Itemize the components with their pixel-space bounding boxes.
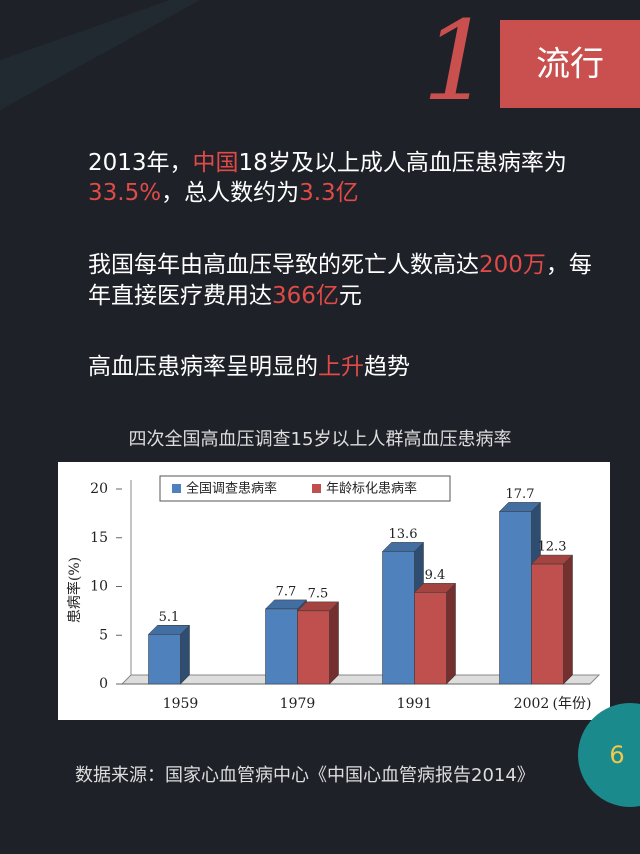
header-box (500, 20, 640, 108)
x-tick-label: 1979 (280, 696, 316, 712)
body-text: 年直接医疗费用达 (88, 283, 272, 309)
data-label: 5.1 (159, 610, 180, 625)
y-tick-label: 0 (99, 676, 108, 692)
source-note: 数据来源：国家心血管病中心《中国心血管病报告2014》 (75, 765, 535, 786)
highlight-text: 中国 (193, 150, 239, 176)
x-tick-label: 2002 (514, 696, 550, 712)
header-number: 1 (422, 0, 492, 125)
highlight-text: 366亿 (272, 283, 339, 309)
body-text: 2013年， (88, 150, 193, 176)
legend-swatch (312, 484, 321, 493)
bar (414, 592, 447, 685)
body-text: 趋势 (364, 354, 410, 380)
paragraph-line: 2013年，中国18岁及以上成人高血压患病率为 (88, 150, 567, 176)
data-label: 9.4 (425, 568, 446, 583)
header-label: 流行 (536, 45, 604, 85)
data-label: 7.5 (308, 586, 329, 601)
x-tick-label: 1959 (163, 696, 199, 712)
bar (148, 634, 181, 685)
body-text: ，每 (546, 252, 592, 278)
bar (265, 608, 298, 685)
highlight-text: 3.3亿 (299, 180, 359, 206)
legend-swatch (172, 484, 181, 493)
bar-side (329, 601, 339, 685)
body-text: 高血压患病率呈明显的 (88, 354, 318, 380)
paragraph-line: 年直接医疗费用达366亿元 (88, 283, 362, 309)
x-axis-label: (年份) (553, 696, 592, 712)
bar (499, 511, 532, 685)
y-tick-label: 15 (90, 530, 108, 546)
y-tick-label: 10 (90, 579, 108, 595)
y-tick-label: 5 (99, 627, 108, 643)
x-tick-label: 1991 (397, 696, 433, 712)
body-text: 元 (339, 283, 362, 309)
body-text: 18岁及以上成人高血压患病率为 (239, 150, 567, 176)
decor-stripe (0, 0, 200, 110)
bar-side (180, 624, 190, 685)
y-axis-label: 患病率(%) (66, 557, 83, 623)
bar (382, 551, 415, 685)
legend-label: 全国调查患病率 (186, 481, 277, 497)
data-label: 12.3 (538, 540, 567, 555)
bar (297, 610, 330, 685)
chart-title: 四次全国高血压调查15岁以上人群高血压患病率 (129, 429, 512, 450)
paragraph-line: 我国每年由高血压导致的死亡人数高达200万，每 (88, 252, 592, 278)
body-text: ，总人数约为 (161, 180, 299, 206)
body-text: 我国每年由高血压导致的死亡人数高达 (88, 252, 479, 278)
legend-box (159, 475, 451, 502)
data-label: 7.7 (276, 584, 297, 599)
highlight-text: 200万 (479, 252, 546, 278)
highlight-text: 33.5% (88, 180, 161, 206)
page-number-badge (578, 703, 640, 807)
bar (531, 563, 564, 685)
page-number: 6 (609, 741, 624, 769)
y-tick-label: 20 (90, 481, 108, 497)
bar-side (563, 554, 573, 685)
bar-side (446, 582, 456, 685)
highlight-text: 上升 (318, 354, 364, 380)
data-label: 13.6 (389, 527, 418, 542)
paragraph-line: 高血压患病率呈明显的上升趋势 (88, 354, 410, 380)
data-label: 17.7 (506, 487, 535, 502)
legend-label: 年龄标化患病率 (326, 481, 417, 497)
paragraph-line: 33.5%，总人数约为3.3亿 (88, 180, 359, 206)
